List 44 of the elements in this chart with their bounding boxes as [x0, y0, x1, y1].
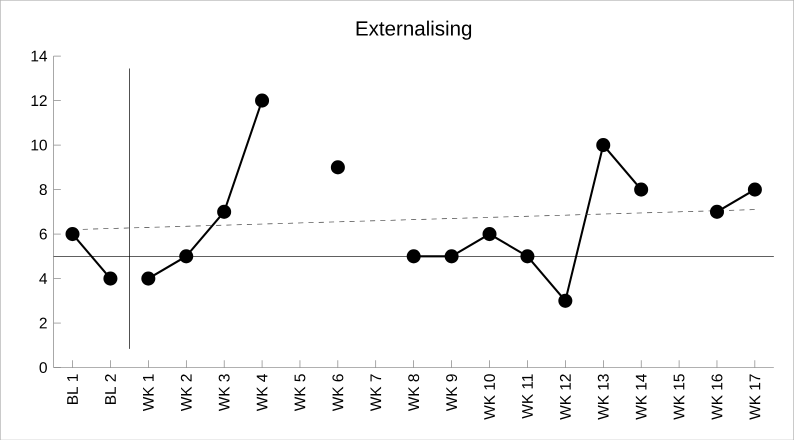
point	[141, 271, 156, 286]
point	[103, 271, 118, 286]
point	[444, 249, 459, 264]
x-tick-label: WK 7	[370, 374, 382, 411]
x-tick-label: WK 4	[256, 374, 268, 411]
point	[330, 160, 345, 174]
point	[520, 249, 534, 264]
point	[482, 226, 497, 241]
x-tick-label: WK 3	[218, 374, 230, 411]
x-tick-label: WK 17	[750, 374, 760, 420]
x-tick-label: WK 16	[712, 374, 722, 420]
x-tick-label: WK 12	[560, 374, 571, 420]
x-tick-label: BL 1	[67, 374, 78, 404]
x-tick-label: WK 9	[446, 374, 458, 411]
y-tick-label: 10	[32, 139, 47, 150]
y-tick-label: 2	[40, 317, 47, 328]
y-tick-label: 8	[40, 184, 47, 195]
x-tick-label: WK 11	[522, 374, 533, 418]
x-tick-label: WK 1	[143, 374, 154, 411]
point	[710, 204, 724, 219]
x-tick-label: WK 6	[332, 374, 344, 411]
y-tick-label: 0	[40, 362, 47, 373]
chart-title: Externalising	[356, 20, 472, 40]
x-tick-label: WK 13	[598, 374, 609, 420]
point	[748, 182, 762, 196]
y-tick-label: 6	[40, 228, 47, 240]
point	[406, 249, 421, 264]
x-tick-label: WK 8	[408, 374, 420, 411]
point	[596, 138, 610, 152]
y-tick-label: 4	[39, 273, 48, 284]
y-tick-label: 12	[32, 94, 47, 106]
point	[634, 182, 648, 196]
point	[255, 93, 270, 108]
x-tick-label: BL 2	[105, 374, 116, 404]
x-tick-label: WK 15	[674, 374, 684, 420]
point	[558, 294, 572, 308]
x-tick-label: WK 5	[294, 374, 306, 411]
x-tick-label: WK 2	[180, 374, 192, 411]
point	[179, 249, 194, 264]
point	[65, 226, 80, 241]
x-tick-label: WK 14	[636, 374, 646, 420]
y-tick-label: 14	[32, 50, 48, 62]
point	[217, 204, 232, 219]
x-tick-label: WK 10	[484, 374, 495, 420]
